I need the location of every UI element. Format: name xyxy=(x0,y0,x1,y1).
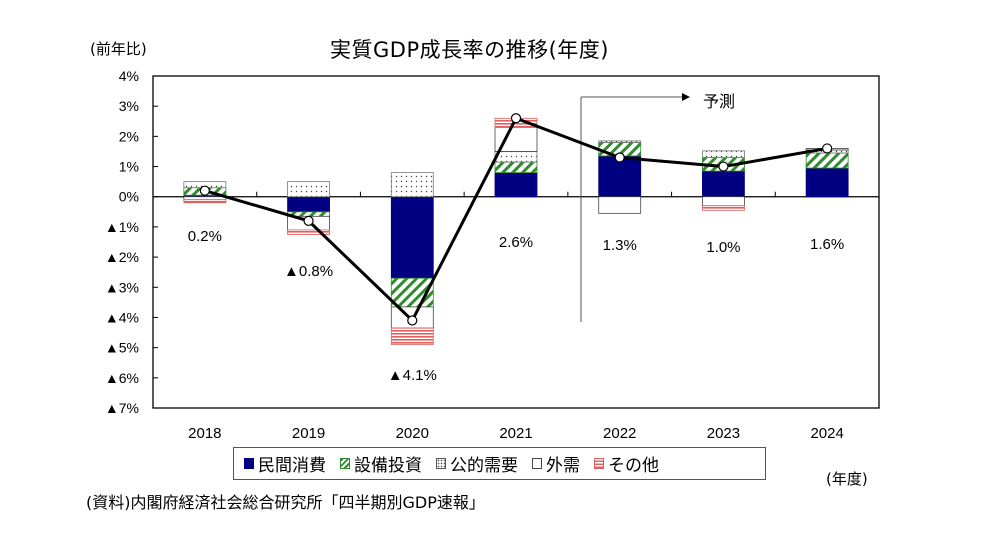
x-tick-label: 2024 xyxy=(810,425,843,442)
legend-label: 外需 xyxy=(546,456,580,476)
legend-label: その他 xyxy=(608,456,659,476)
source-note: (資料)内閣府経済社会総合研究所「四半期別GDP速報」 xyxy=(86,493,485,512)
y-axis-unit: (前年比) xyxy=(90,40,147,58)
bar-segment xyxy=(702,205,745,211)
bar-segment xyxy=(287,181,330,198)
y-tick-label: 2% xyxy=(119,128,139,144)
bar-segment xyxy=(598,140,642,143)
data-label: ▲0.8% xyxy=(284,263,333,280)
y-tick-label: ▲2% xyxy=(105,249,139,265)
legend-swatch-icon xyxy=(340,458,350,469)
gdp-growth-point xyxy=(510,113,522,124)
bar-segment xyxy=(390,172,434,198)
y-tick-label: ▲3% xyxy=(105,279,139,295)
legend-swatch-icon xyxy=(436,458,446,469)
gdp-growth-point xyxy=(303,215,314,226)
legend-item-capex: 設備投資 xyxy=(340,451,422,476)
bar-segment xyxy=(287,196,330,213)
bar-segment xyxy=(702,196,745,207)
data-label: 1.6% xyxy=(810,236,844,253)
data-label: 1.0% xyxy=(706,239,740,256)
bar-segment xyxy=(287,229,330,235)
bar-segment xyxy=(598,196,642,214)
y-tick-label: 3% xyxy=(119,98,139,114)
gdp-growth-point xyxy=(407,315,418,326)
legend-item-net-exports: 外需 xyxy=(532,451,580,476)
forecast-arrow-icon xyxy=(682,93,690,101)
bar-segment xyxy=(494,172,538,198)
legend-item-public-demand: 公的需要 xyxy=(436,451,518,476)
data-label: ▲4.1% xyxy=(388,367,437,384)
x-axis-unit: (年度) xyxy=(826,470,868,488)
y-tick-label: 4% xyxy=(119,68,139,84)
legend-swatch-icon xyxy=(532,458,542,469)
legend-item-private-consumption: 民間消費 xyxy=(244,451,326,476)
bar-segment xyxy=(805,167,849,198)
bar-segment xyxy=(702,150,745,158)
x-tick-label: 2023 xyxy=(707,425,740,442)
y-tick-label: 1% xyxy=(119,159,139,175)
gdp-growth-point xyxy=(199,185,210,196)
y-tick-label: ▲7% xyxy=(105,400,139,416)
x-tick-label: 2018 xyxy=(188,425,221,442)
y-tick-label: ▲4% xyxy=(105,309,139,325)
chart-title: 実質GDP成長率の推移(年度) xyxy=(330,38,609,62)
bar-segment xyxy=(390,196,434,279)
bar-segment xyxy=(390,327,434,346)
bar-segment xyxy=(805,152,849,169)
bar-segment xyxy=(702,170,745,198)
bar-segment xyxy=(183,199,227,204)
data-label: 1.3% xyxy=(603,237,637,254)
bar-segment xyxy=(598,155,642,198)
y-tick-label: ▲5% xyxy=(105,340,139,356)
x-tick-label: 2022 xyxy=(603,425,636,442)
legend: 民間消費 設備投資 公的需要 外需 その他 xyxy=(233,447,766,480)
forecast-label: 予測 xyxy=(703,92,736,111)
x-tick-label: 2021 xyxy=(499,425,532,442)
legend-label: 公的需要 xyxy=(450,456,518,476)
data-label: 2.6% xyxy=(499,234,533,251)
y-tick-label: ▲1% xyxy=(105,219,139,235)
gdp-growth-point xyxy=(718,161,729,172)
y-tick-label: 0% xyxy=(119,189,139,205)
gdp-growth-point xyxy=(614,152,625,163)
legend-item-other: その他 xyxy=(594,451,659,476)
legend-label: 民間消費 xyxy=(258,456,326,476)
gdp-growth-point xyxy=(822,143,833,154)
legend-swatch-icon xyxy=(244,458,254,469)
x-tick-label: 2020 xyxy=(396,425,429,442)
bar-segment xyxy=(494,151,538,163)
bar-segment xyxy=(494,161,538,173)
data-label: 0.2% xyxy=(188,228,222,245)
legend-label: 設備投資 xyxy=(354,456,422,476)
bar-segment xyxy=(183,196,227,201)
x-tick-label: 2019 xyxy=(292,425,325,442)
legend-swatch-icon xyxy=(594,458,604,469)
plot-frame xyxy=(152,75,880,409)
y-tick-label: ▲6% xyxy=(105,370,139,386)
